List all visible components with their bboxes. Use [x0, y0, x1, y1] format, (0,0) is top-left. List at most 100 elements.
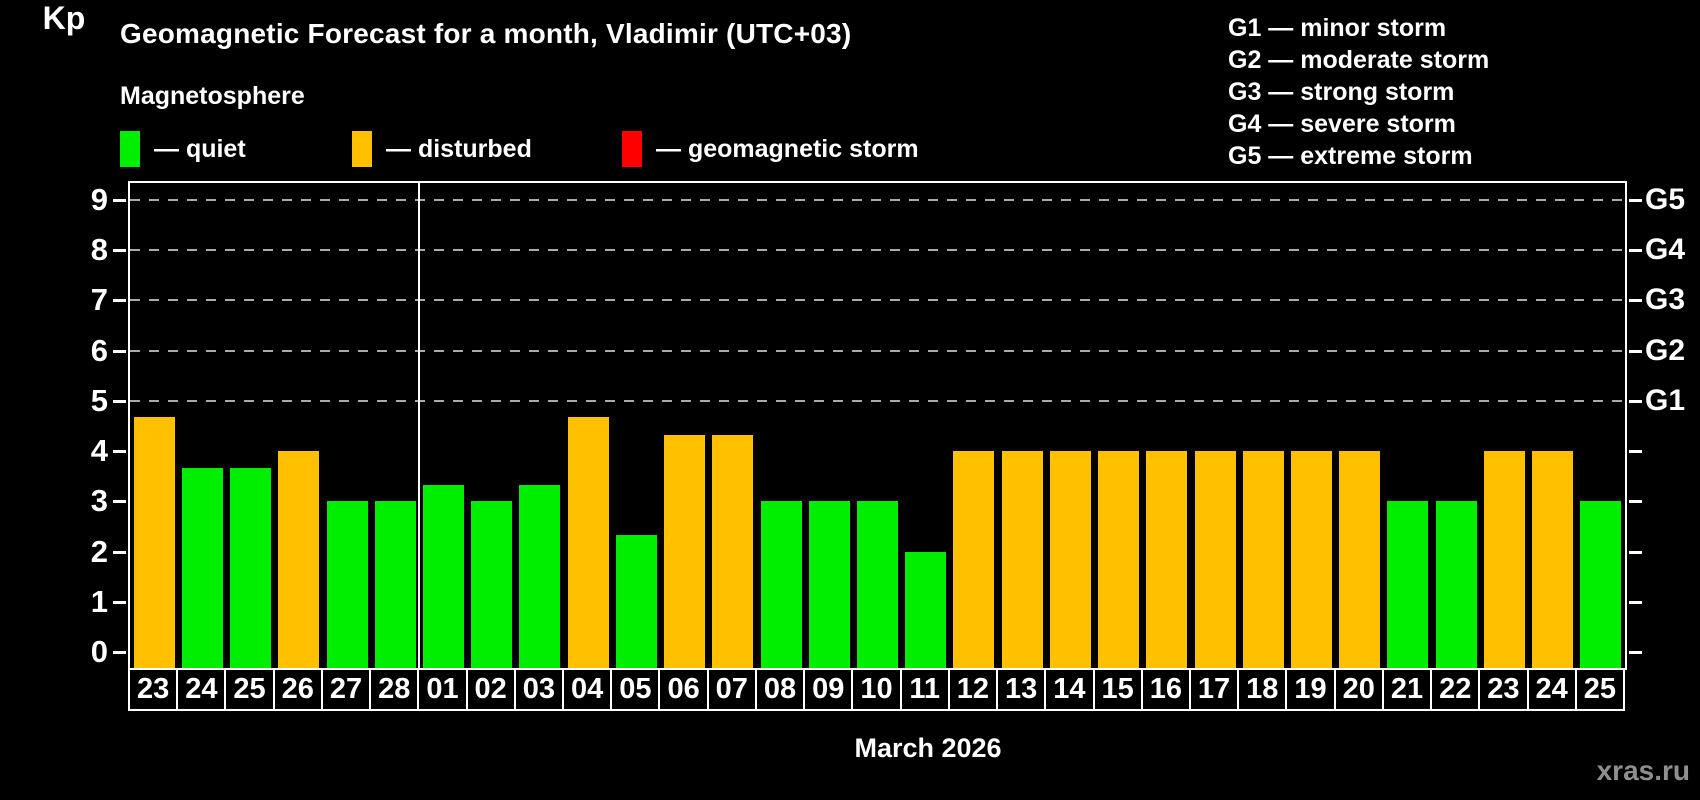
y-tick-label-0: 0 [90, 633, 108, 669]
y-tick-label-1: 1 [90, 583, 108, 619]
legend-label-quiet: — quiet [154, 134, 246, 163]
chart-title: Geomagnetic Forecast for a month, Vladim… [120, 18, 852, 49]
day-label-feb-23: 23 [128, 668, 179, 711]
gridline-kp5 [130, 399, 1625, 402]
quiet-color-swatch [120, 131, 140, 167]
right-axis-tick-7 [1629, 299, 1642, 303]
kp-bar-day-25 [230, 467, 272, 668]
day-label-mar-21: 21 [1381, 668, 1433, 711]
day-label-mar-14: 14 [1044, 668, 1095, 711]
kp-bar-day-27 [326, 501, 368, 668]
day-label-mar-07: 07 [706, 668, 757, 711]
kp-bar-day-17 [1194, 451, 1236, 668]
day-label-feb-28: 28 [369, 668, 420, 711]
g-legend-line-g3: G3 — strong storm [1228, 78, 1455, 106]
kp-bar-day-03 [519, 484, 561, 668]
kp-bar-day-09 [808, 501, 850, 668]
legend-item-disturbed: — disturbed [352, 130, 532, 168]
day-label-mar-23: 23 [1478, 668, 1529, 711]
day-label-mar-24: 24 [1526, 668, 1577, 711]
right-axis-tick-3 [1629, 500, 1642, 504]
kp-bar-day-28 [374, 501, 416, 668]
day-label-mar-15: 15 [1092, 668, 1143, 711]
kp-bar-day-18 [1242, 451, 1284, 668]
left-axis-tick-3 [113, 500, 126, 504]
day-label-mar-10: 10 [851, 668, 902, 711]
day-label-mar-25: 25 [1574, 668, 1625, 711]
plot-area [113, 181, 1642, 670]
day-label-mar-12: 12 [947, 668, 999, 711]
day-label-mar-04: 04 [562, 668, 613, 711]
kp-bar-day-02 [471, 501, 513, 668]
y-tick-label-4: 4 [90, 433, 108, 469]
kp-bar-day-21 [1387, 501, 1429, 668]
g-level-label-g2: G2 [1645, 333, 1686, 367]
kp-bar-day-01 [422, 484, 464, 668]
day-label-mar-09: 09 [803, 668, 854, 711]
left-axis-tick-1 [113, 600, 126, 604]
legend-label-storm: — geomagnetic storm [656, 134, 919, 163]
day-label-feb-24: 24 [176, 668, 227, 711]
left-axis-tick-6 [113, 349, 126, 353]
kp-bar-day-24 [1532, 451, 1574, 668]
magnetosphere-heading: Magnetosphere [120, 82, 305, 110]
right-axis-tick-9 [1629, 199, 1642, 203]
day-label-feb-26: 26 [272, 668, 323, 711]
kp-bar-day-05 [615, 534, 657, 668]
left-axis-tick-2 [113, 550, 126, 554]
day-label-feb-27: 27 [320, 668, 372, 711]
right-axis-tick-4 [1629, 450, 1642, 454]
kp-bar-day-13 [1001, 451, 1043, 668]
left-axis-tick-5 [113, 399, 126, 403]
kp-bar-day-23 [133, 417, 175, 668]
day-label-mar-22: 22 [1430, 668, 1481, 711]
gridline-kp6 [130, 349, 1625, 352]
right-axis-tick-1 [1629, 600, 1642, 604]
day-label-mar-03: 03 [513, 668, 565, 711]
kp-bar-day-26 [278, 451, 320, 668]
y-tick-label-8: 8 [90, 232, 108, 268]
g-legend-line-g2: G2 — moderate storm [1228, 46, 1490, 74]
day-label-mar-19: 19 [1285, 668, 1336, 711]
day-label-mar-17: 17 [1188, 668, 1240, 711]
gridline-kp8 [130, 249, 1625, 252]
right-axis-tick-0 [1629, 650, 1642, 654]
day-label-mar-18: 18 [1237, 668, 1288, 711]
gridline-kp9 [130, 199, 1625, 202]
g-level-label-g1: G1 [1645, 383, 1686, 417]
kp-bar-day-20 [1339, 451, 1381, 668]
legend-item-storm: — geomagnetic storm [622, 130, 919, 168]
y-tick-label-3: 3 [90, 483, 108, 519]
g-level-label-g5: G5 [1645, 183, 1686, 217]
kp-bar-day-25 [1580, 501, 1622, 668]
left-axis-tick-7 [113, 299, 126, 303]
day-label-mar-05: 05 [610, 668, 661, 711]
kp-bar-day-23 [1483, 451, 1525, 668]
watermark: xras.ru [1596, 755, 1690, 786]
day-label-mar-16: 16 [1140, 668, 1191, 711]
right-axis-tick-6 [1629, 349, 1642, 353]
g-scale-legend: G1 — minor storm G2 — moderate storm G3 … [1228, 12, 1489, 172]
month-separator-line [418, 183, 421, 668]
day-label-mar-08: 08 [754, 668, 806, 711]
kp-bar-day-10 [857, 501, 898, 668]
left-axis-tick-4 [113, 450, 126, 454]
gridline-kp7 [130, 299, 1625, 302]
day-label-mar-13: 13 [996, 668, 1047, 711]
g-level-label-g4: G4 [1645, 233, 1686, 267]
g-legend-line-g5: G5 — extreme storm [1228, 142, 1473, 170]
y-tick-label-7: 7 [90, 282, 108, 318]
legend-item-quiet: — quiet [120, 130, 246, 168]
kp-bar-day-22 [1435, 501, 1477, 668]
right-axis-tick-2 [1629, 550, 1642, 554]
kp-bar-day-12 [953, 451, 995, 668]
day-label-mar-06: 06 [658, 668, 709, 711]
kp-bar-day-15 [1098, 451, 1140, 668]
y-tick-label-6: 6 [90, 332, 108, 368]
left-axis-tick-8 [113, 249, 126, 253]
left-axis-tick-0 [113, 650, 126, 654]
g-level-label-g3: G3 [1645, 283, 1686, 317]
kp-bar-day-08 [760, 501, 802, 668]
day-label-mar-20: 20 [1333, 668, 1384, 711]
kp-bar-day-24 [181, 467, 223, 668]
